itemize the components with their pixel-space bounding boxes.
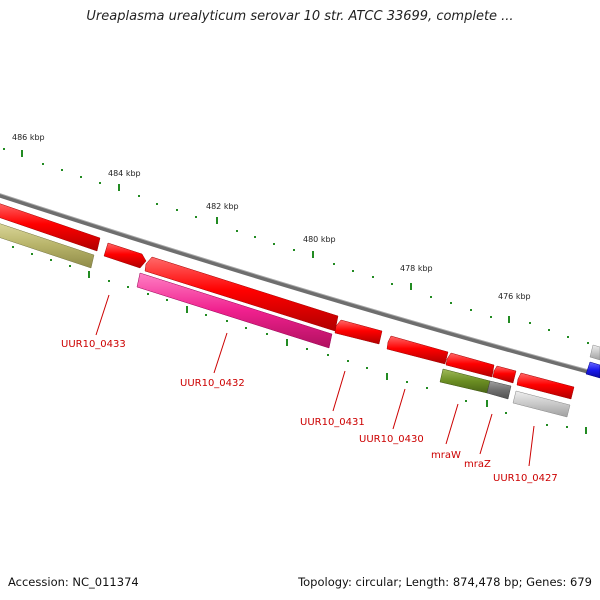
gene-uur10-0427[interactable] (516, 372, 575, 400)
gene-blue[interactable] (585, 361, 600, 379)
gene-uur10-0431[interactable] (334, 319, 383, 345)
gene-uur10-0433[interactable] (103, 242, 147, 269)
gene-label-mraw[interactable]: mraW (431, 450, 461, 461)
forward-strand-genes (0, 202, 600, 400)
gene-label-uur10-0432[interactable]: UUR10_0432 (180, 378, 245, 389)
accession-text: Accession: NC_011374 (8, 575, 139, 589)
summary-text: Topology: circular; Length: 874,478 bp; … (298, 575, 592, 589)
scale-label-478: 478 kbp (400, 264, 433, 273)
gene-label-mraz[interactable]: mraZ (464, 459, 491, 470)
gene-lightgray-edge[interactable] (589, 344, 600, 361)
scale-label-486: 486 kbp (12, 133, 45, 142)
gene-lightgray[interactable] (512, 390, 571, 418)
gene-pink[interactable] (136, 272, 333, 349)
outer-tick-track (3, 148, 589, 344)
inner-tick-track (12, 246, 587, 434)
scale-label-484: 484 kbp (108, 169, 141, 178)
gene-label-uur10-0430[interactable]: UUR10_0430 (359, 434, 424, 445)
scale-label-482: 482 kbp (206, 202, 239, 211)
gene-gray[interactable] (486, 380, 512, 400)
gene-olive[interactable] (0, 222, 95, 269)
gene-mraz-fwd[interactable] (492, 365, 517, 384)
gene-uur10-0432[interactable] (144, 256, 339, 332)
gene-label-uur10-0427[interactable]: UUR10_0427 (493, 473, 558, 484)
gene-label-uur10-0433[interactable]: UUR10_0433 (61, 339, 126, 350)
scale-label-480: 480 kbp (303, 235, 336, 244)
gene-mraw-fwd[interactable] (445, 352, 495, 378)
gene-uur10-0434[interactable] (0, 202, 101, 252)
gene-label-uur10-0431[interactable]: UUR10_0431 (300, 417, 365, 428)
gene-uur10-0430[interactable] (386, 335, 449, 365)
cog-track-genes (0, 222, 571, 418)
genome-backbone (0, 193, 600, 377)
scale-label-476: 476 kbp (498, 292, 531, 301)
map-title: Ureaplasma urealyticum serovar 10 str. A… (86, 9, 514, 24)
label-leaders (95, 294, 535, 467)
